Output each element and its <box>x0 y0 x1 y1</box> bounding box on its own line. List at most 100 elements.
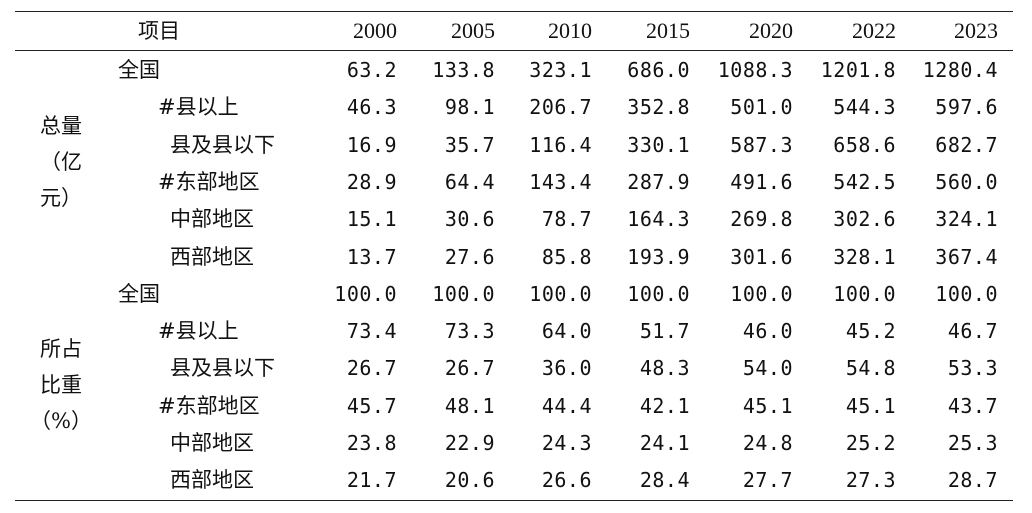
table-cell: 53.3 <box>947 356 998 381</box>
year-header: 2015 <box>646 18 690 43</box>
table-cell: 1088.3 <box>717 58 793 82</box>
table-cell: 85.8 <box>541 244 592 269</box>
table-cell: 133.8 <box>432 58 495 82</box>
table-row: #县以上 73.4 73.3 64.0 51.7 46.0 45.2 46.7 <box>0 313 1032 350</box>
table-cell: 330.1 <box>627 132 690 157</box>
table-cell: 28.9 <box>346 169 397 194</box>
table-cell: 100.0 <box>627 281 690 306</box>
table-cell: 46.3 <box>346 95 397 120</box>
table-cell: 73.4 <box>346 319 397 344</box>
table-cell: 45.2 <box>845 319 896 344</box>
table-cell: 22.9 <box>444 431 495 455</box>
table-row: 西部地区 21.7 20.6 26.6 28.4 27.7 27.3 28.7 <box>0 462 1032 499</box>
table-cell: 27.3 <box>845 468 896 493</box>
table-cell: 301.6 <box>730 244 793 269</box>
table-cell: 54.0 <box>742 356 793 381</box>
table-cell: 597.6 <box>935 95 998 120</box>
table-cell: 367.4 <box>935 244 998 269</box>
table-cell: 544.3 <box>833 95 896 120</box>
group-label-line: 比重 <box>40 373 82 397</box>
row-label: #东部地区 <box>158 169 260 194</box>
table-cell: 28.7 <box>947 468 998 493</box>
group-label-line: （亿 <box>40 150 82 174</box>
table-cell: 491.6 <box>730 169 793 194</box>
row-label: 全国 <box>118 281 160 306</box>
table-cell: 100.0 <box>833 281 896 306</box>
table-cell: 324.1 <box>935 207 998 232</box>
group-label-line: 元） <box>40 186 82 210</box>
table-cell: 15.1 <box>346 207 397 232</box>
table-cell: 193.9 <box>627 244 690 269</box>
year-header: 2023 <box>954 18 998 43</box>
table-cell: 64.4 <box>444 169 495 194</box>
group-label-line: 所占 <box>40 337 82 361</box>
table-cell: 27.7 <box>742 468 793 493</box>
table-cell: 98.1 <box>444 95 495 120</box>
table-cell: 23.8 <box>346 431 397 455</box>
table-cell: 73.3 <box>444 319 495 344</box>
row-label: #县以上 <box>158 319 239 344</box>
table-cell: 63.2 <box>346 58 397 82</box>
table-cell: 100.0 <box>529 281 592 306</box>
table-cell: 46.0 <box>742 319 793 344</box>
table-cell: 51.7 <box>639 319 690 344</box>
table-cell: 100.0 <box>935 281 998 306</box>
table-cell: 26.6 <box>541 468 592 493</box>
table-row: 县及县以下 26.7 26.7 36.0 48.3 54.0 54.8 53.3 <box>0 350 1032 387</box>
table-cell: 43.7 <box>947 393 998 418</box>
table-header-rule <box>15 50 1013 51</box>
table-row: 全国 100.0 100.0 100.0 100.0 100.0 100.0 100.0 <box>0 276 1032 313</box>
table-cell: 143.4 <box>529 169 592 194</box>
table-cell: 20.6 <box>444 468 495 493</box>
year-header: 2020 <box>749 18 793 43</box>
table-cell: 36.0 <box>541 356 592 381</box>
row-label: 县及县以下 <box>170 356 275 381</box>
table-cell: 13.7 <box>346 244 397 269</box>
table-cell: 42.1 <box>639 393 690 418</box>
table-cell: 560.0 <box>935 169 998 194</box>
table-row: 中部地区 15.1 30.6 78.7 164.3 269.8 302.6 324.1 <box>0 201 1032 238</box>
table-cell: 24.8 <box>742 431 793 455</box>
table-cell: 26.7 <box>346 356 397 381</box>
table-cell: 100.0 <box>432 281 495 306</box>
table-cell: 24.3 <box>541 431 592 455</box>
table-cell: 587.3 <box>730 132 793 157</box>
table-cell: 48.1 <box>444 393 495 418</box>
table-row: 中部地区 23.8 22.9 24.3 24.1 24.8 25.2 25.3 <box>0 425 1032 462</box>
table-cell: 45.1 <box>742 393 793 418</box>
table-cell: 658.6 <box>833 132 896 157</box>
table-cell: 100.0 <box>334 281 397 306</box>
table-row: 西部地区 13.7 27.6 85.8 193.9 301.6 328.1 367.4 <box>0 239 1032 276</box>
table-cell: 46.7 <box>947 319 998 344</box>
table-cell: 686.0 <box>627 58 690 82</box>
table-cell: 64.0 <box>541 319 592 344</box>
table-cell: 323.1 <box>529 58 592 82</box>
row-label: 中部地区 <box>170 207 254 232</box>
group-label-share: 所占 比重 （%） <box>20 331 102 439</box>
row-label: #东部地区 <box>158 393 260 418</box>
table-cell: 16.9 <box>346 132 397 157</box>
table-cell: 78.7 <box>541 207 592 232</box>
table-cell: 206.7 <box>529 95 592 120</box>
table-cell: 48.3 <box>639 356 690 381</box>
table-cell: 287.9 <box>627 169 690 194</box>
table-cell: 45.1 <box>845 393 896 418</box>
table-cell: 1280.4 <box>922 58 998 82</box>
table-cell: 25.2 <box>845 431 896 455</box>
table-cell: 54.8 <box>845 356 896 381</box>
group-label-total: 总量 （亿 元） <box>20 108 102 216</box>
year-header: 2022 <box>852 18 896 43</box>
row-label: 西部地区 <box>170 244 254 269</box>
table-cell: 352.8 <box>627 95 690 120</box>
table-cell: 28.4 <box>639 468 690 493</box>
table-cell: 35.7 <box>444 132 495 157</box>
row-label: 县及县以下 <box>170 132 275 157</box>
table-cell: 21.7 <box>346 468 397 493</box>
table-cell: 30.6 <box>444 207 495 232</box>
row-label: #县以上 <box>158 95 239 120</box>
group-label-line: （%） <box>30 409 92 433</box>
table-row: #县以上 46.3 98.1 206.7 352.8 501.0 544.3 597.6 <box>0 89 1032 126</box>
table-cell: 1201.8 <box>820 58 896 82</box>
year-header: 2000 <box>353 18 397 43</box>
